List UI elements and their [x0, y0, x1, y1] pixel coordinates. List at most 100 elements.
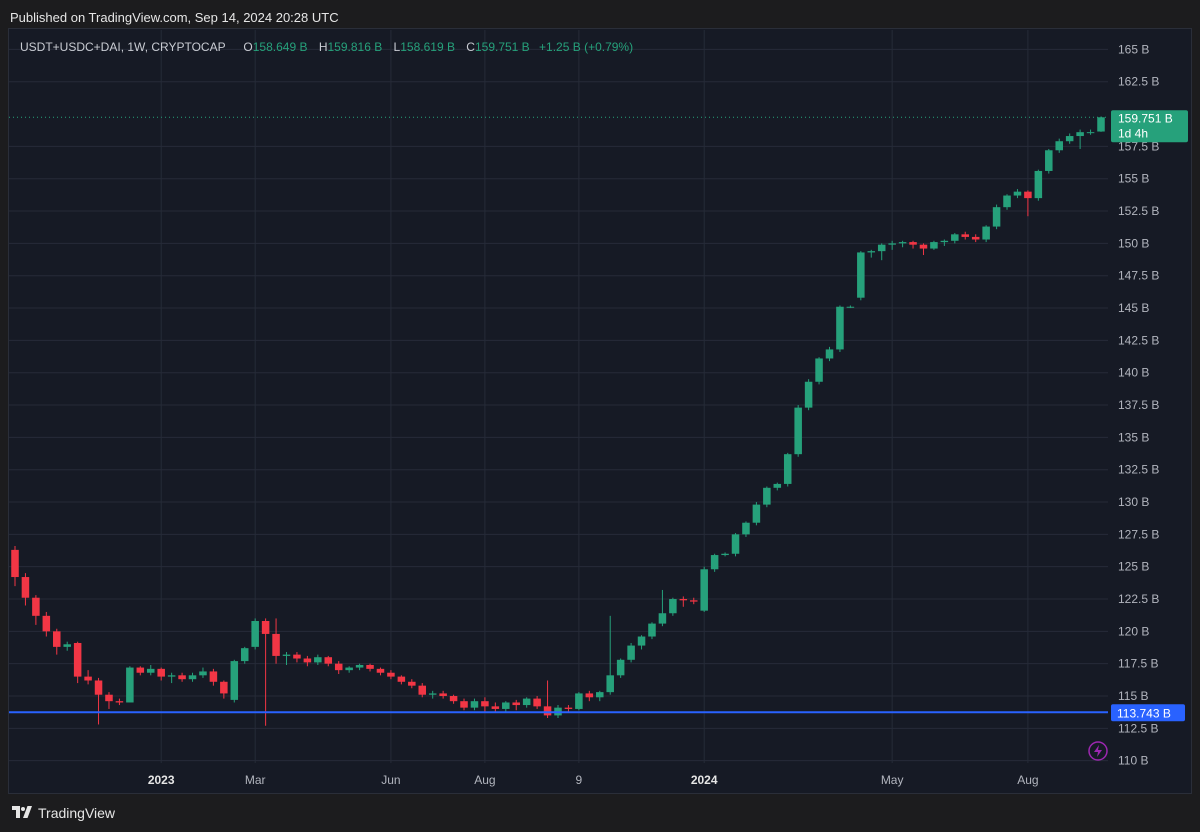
candle-body[interactable]	[867, 251, 876, 253]
candle-body[interactable]	[721, 553, 729, 556]
candle-body[interactable]	[1024, 191, 1032, 199]
candle-body[interactable]	[533, 698, 541, 707]
candle-body[interactable]	[971, 236, 980, 240]
candle-body[interactable]	[105, 694, 113, 702]
candle-body[interactable]	[919, 244, 928, 249]
candle-body[interactable]	[366, 664, 374, 669]
candle-body[interactable]	[314, 657, 322, 663]
candle-body[interactable]	[470, 701, 479, 708]
candle-body[interactable]	[1003, 195, 1011, 208]
candle-body[interactable]	[669, 599, 677, 614]
candle-body[interactable]	[710, 555, 719, 570]
candle-body[interactable]	[763, 487, 771, 505]
candle-body[interactable]	[428, 693, 437, 695]
candle-body[interactable]	[596, 692, 604, 698]
candle-body[interactable]	[898, 242, 907, 244]
candle-body[interactable]	[84, 676, 92, 681]
candle-body[interactable]	[42, 615, 51, 632]
candle-body[interactable]	[261, 621, 270, 634]
candle-body[interactable]	[804, 381, 813, 408]
candle-body[interactable]	[387, 672, 395, 677]
candle-body[interactable]	[700, 569, 708, 611]
candle-body[interactable]	[1045, 150, 1053, 171]
candle-body[interactable]	[481, 701, 489, 707]
candle-body[interactable]	[199, 671, 207, 676]
candle-body[interactable]	[1097, 117, 1105, 132]
candle-body[interactable]	[251, 621, 259, 647]
candle-body[interactable]	[293, 654, 301, 659]
candle-body[interactable]	[272, 633, 280, 656]
candle-body[interactable]	[53, 631, 61, 647]
candle-body[interactable]	[1076, 132, 1084, 137]
candle-body[interactable]	[940, 240, 949, 243]
candle-body[interactable]	[146, 668, 155, 673]
candle-body[interactable]	[240, 648, 249, 662]
candle-body[interactable]	[334, 663, 343, 671]
candle-body[interactable]	[846, 306, 855, 308]
candle-body[interactable]	[648, 623, 656, 637]
candle-body[interactable]	[658, 613, 667, 624]
candle-body[interactable]	[606, 675, 614, 693]
candle-body[interactable]	[32, 597, 40, 616]
candle-body[interactable]	[94, 680, 103, 695]
candle-body[interactable]	[857, 252, 865, 298]
candle-body[interactable]	[1013, 191, 1022, 196]
candle-body[interactable]	[825, 349, 834, 359]
candle-body[interactable]	[888, 243, 896, 245]
candle-body[interactable]	[188, 675, 197, 680]
candle-body[interactable]	[951, 234, 959, 241]
candle-body[interactable]	[1055, 141, 1063, 151]
candle-body[interactable]	[167, 675, 176, 677]
candle-body[interactable]	[930, 242, 938, 249]
candle-body[interactable]	[815, 358, 823, 382]
candle-body[interactable]	[230, 661, 239, 700]
symbol-label[interactable]: USDT+USDC+DAI, 1W, CRYPTOCAP	[20, 40, 226, 54]
brand-label[interactable]: TradingView	[38, 805, 116, 821]
candle-body[interactable]	[408, 681, 416, 686]
candle-body[interactable]	[418, 685, 427, 695]
candle-body[interactable]	[543, 706, 552, 716]
candle-body[interactable]	[397, 676, 406, 682]
candle-body[interactable]	[11, 549, 19, 578]
candle-body[interactable]	[63, 644, 71, 647]
candle-body[interactable]	[794, 407, 802, 455]
candle-body[interactable]	[324, 657, 333, 664]
candle-body[interactable]	[627, 645, 635, 660]
candle-body[interactable]	[460, 701, 468, 708]
candle-body[interactable]	[355, 664, 364, 668]
candle-body[interactable]	[585, 693, 594, 698]
candle-body[interactable]	[616, 659, 625, 676]
candle-body[interactable]	[752, 504, 761, 523]
candle-body[interactable]	[992, 207, 1001, 227]
candle-body[interactable]	[491, 706, 500, 709]
candle-body[interactable]	[877, 244, 886, 252]
candle-body[interactable]	[982, 226, 990, 240]
candle-body[interactable]	[512, 702, 520, 706]
candle-body[interactable]	[73, 642, 82, 677]
candle-body[interactable]	[282, 654, 291, 656]
candle-body[interactable]	[136, 667, 145, 673]
candle-body[interactable]	[522, 698, 531, 706]
candle-body[interactable]	[126, 667, 134, 703]
candle-body[interactable]	[742, 522, 750, 535]
candle-body[interactable]	[1065, 136, 1074, 142]
candle-body[interactable]	[783, 454, 792, 484]
candle-body[interactable]	[21, 577, 30, 598]
candle-body[interactable]	[564, 707, 573, 709]
candle-body[interactable]	[731, 534, 740, 554]
candle-body[interactable]	[1034, 170, 1043, 199]
candle-body[interactable]	[115, 701, 124, 703]
candle-body[interactable]	[376, 668, 385, 673]
candle-body[interactable]	[209, 671, 218, 682]
candle-body[interactable]	[637, 636, 646, 646]
candle-body[interactable]	[961, 234, 970, 237]
candle-body[interactable]	[773, 483, 782, 488]
candle-body[interactable]	[178, 675, 186, 680]
candle-body[interactable]	[689, 600, 698, 602]
candle-body[interactable]	[836, 306, 844, 350]
candle-body[interactable]	[1086, 132, 1095, 134]
candle-body[interactable]	[502, 702, 510, 709]
candle-body[interactable]	[679, 599, 688, 601]
candle-body[interactable]	[909, 242, 917, 245]
